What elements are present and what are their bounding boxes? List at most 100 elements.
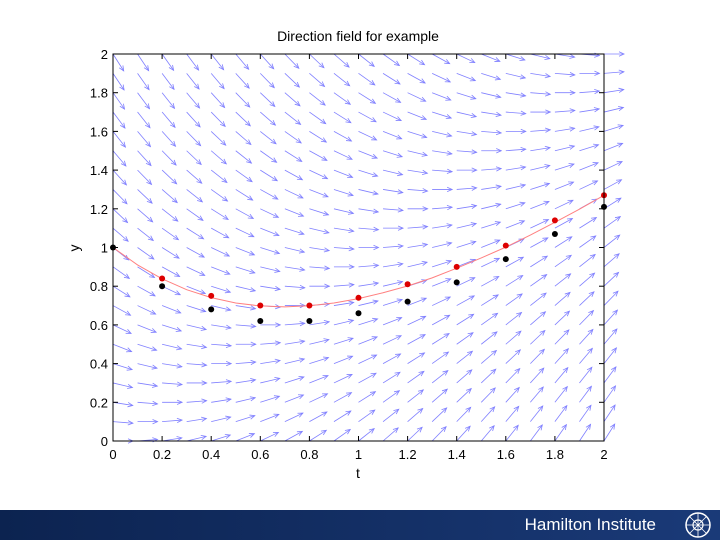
field-arrow-head [373,226,380,232]
field-arrow-shaft [481,331,498,345]
field-arrow [530,274,548,287]
field-arrow-head [322,174,329,180]
field-arrow-shaft [481,72,501,80]
field-arrow-shaft [579,272,595,287]
field-arrow [260,111,277,126]
field-arrow [407,426,423,442]
x-tick-label: 0.6 [251,447,269,462]
field-arrow-head [347,337,354,343]
field-arrow-head [441,407,448,414]
field-arrow-head [609,423,616,430]
field-arrow-head [273,231,280,237]
field-arrow-shaft [432,92,451,101]
field-arrow-head [520,128,527,134]
field-arrow [333,208,355,215]
field-arrow-shaft [505,256,524,268]
field-arrow [309,111,327,125]
field-arrow-shaft [554,236,573,248]
field-arrow-shaft [112,363,133,370]
field-arrow [309,227,330,235]
field-arrow-shaft [530,405,544,422]
field-arrow-shaft [481,168,502,171]
field-arrow [161,150,177,166]
field-arrow [382,316,403,326]
field-arrow [603,271,620,287]
field-arrow-shaft [554,218,573,229]
field-arrow-head [611,328,618,335]
field-arrow-head [321,411,328,417]
field-arrow [333,355,354,364]
field-arrow-head [543,200,550,206]
field-arrow-shaft [432,260,452,268]
series-layer [110,192,607,325]
field-arrow-head [395,97,402,103]
field-arrow-shaft [161,131,176,147]
field-arrow [530,164,551,171]
field-arrow-head [445,95,452,101]
field-arrow-head [147,235,155,242]
field-arrow-head [200,325,208,331]
field-arrow-head [495,202,502,208]
field-arrow [186,324,208,331]
field-arrow [284,284,306,290]
field-arrow [358,226,380,232]
field-arrow-shaft [579,291,595,306]
field-arrow [210,92,226,109]
field-arrow [456,185,478,191]
field-arrow-shaft [333,111,352,124]
field-arrow [431,314,451,326]
field-arrow-head [127,402,134,408]
field-arrow-shaft [358,131,377,141]
field-arrow-head [421,151,429,157]
field-arrow-head [196,178,203,184]
field-arrow-shaft [358,354,377,364]
field-arrow [554,366,569,384]
field-arrow [383,225,405,231]
field-arrow [382,150,404,158]
red-marker [355,294,362,301]
field-arrow-head [121,179,128,186]
field-arrow-head [344,99,352,105]
field-arrow-head [612,290,619,297]
field-arrow [284,375,305,384]
field-arrow [333,410,352,422]
field-arrow-shaft [530,349,545,364]
field-arrow-shaft [137,401,158,405]
field-arrow-shaft [333,284,354,287]
field-arrow [505,110,527,116]
field-arrow-head [271,176,279,182]
field-arrow [554,90,576,96]
field-arrow [505,147,527,153]
field-arrow-shaft [456,369,473,384]
field-arrow-shaft [407,408,423,422]
field-arrow [309,53,325,69]
field-arrow [284,111,302,126]
field-arrow-head [119,84,125,91]
field-arrow [112,363,134,371]
field-arrow-shaft [358,336,378,345]
field-arrow-head [127,383,134,389]
field-arrow [579,385,593,403]
field-arrow-shaft [333,208,354,214]
field-arrow-head [444,59,451,65]
field-arrow-shaft [260,432,279,442]
field-arrow-shaft [309,227,329,234]
field-arrow [186,416,208,423]
field-arrow-shaft [358,372,377,384]
field-arrow-shaft [358,391,376,403]
field-arrow [284,266,306,272]
field-arrow [481,184,502,190]
field-arrow-shaft [211,247,230,257]
field-arrow [137,343,158,352]
field-arrow-head [561,404,568,412]
field-arrow [186,189,204,203]
field-arrow-shaft [382,408,400,422]
field-arrow-shaft [505,111,526,115]
field-arrow-shaft [530,201,550,210]
field-arrow-head [611,347,618,354]
field-arrow [603,404,616,422]
field-arrow-shaft [333,429,351,442]
field-arrow [358,336,379,345]
field-arrow [456,350,474,364]
field-arrow-shaft [235,433,255,442]
